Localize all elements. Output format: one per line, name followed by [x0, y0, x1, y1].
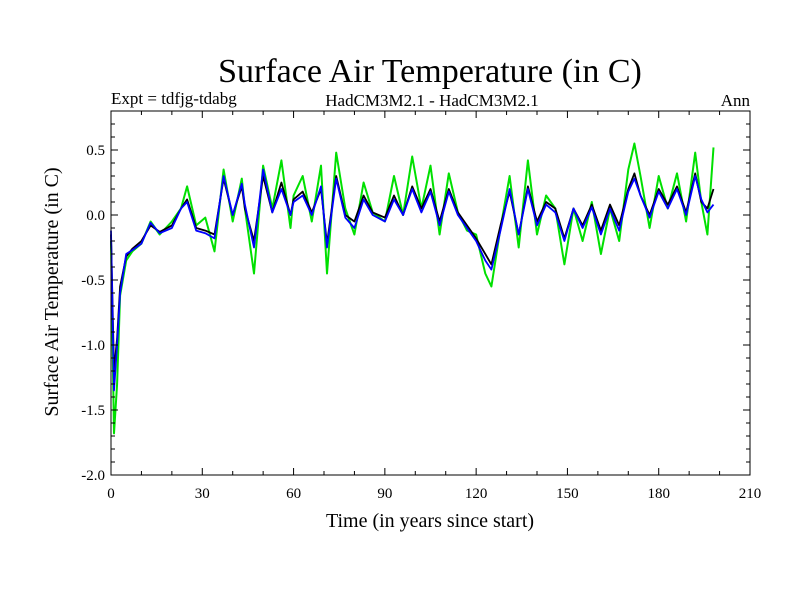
y-axis-label: Surface Air Temperature (in C) — [41, 167, 63, 416]
x-axis-label: Time (in years since start) — [326, 510, 534, 532]
x-tick-label: 90 — [377, 486, 392, 502]
x-tick-label: 60 — [286, 486, 301, 502]
tick-layer: 0 30 60 90 120 150 180 210 -2.0 -1.5 -1.0 -0.5 0.0 0.… — [81, 110, 762, 502]
subtitle-left: Expt = tdfjg-tdabg — [111, 89, 237, 108]
subtitle-center: HadCM3M2.1 - HadCM3M2.1 — [325, 91, 538, 110]
x-tick-label: 30 — [195, 486, 210, 502]
x-tick-label: 180 — [647, 486, 670, 502]
series-layer — [110, 142, 715, 435]
y-tick-label: -1.5 — [81, 403, 105, 419]
y-tick-label: -0.5 — [81, 273, 105, 289]
x-tick-label: 0 — [107, 486, 115, 502]
subtitle-right: Ann — [721, 91, 751, 110]
chart-title: Surface Air Temperature (in C) — [218, 53, 642, 90]
x-tick-label: 120 — [465, 486, 488, 502]
y-tick-label: 0.5 — [86, 143, 105, 159]
x-tick-label: 210 — [739, 486, 762, 502]
x-tick-label: 150 — [556, 486, 579, 502]
y-tick-label: 0.0 — [86, 208, 105, 224]
series-line-blue — [110, 168, 715, 392]
y-tick-label: -1.0 — [81, 338, 105, 354]
y-tick-label: -2.0 — [81, 468, 105, 484]
